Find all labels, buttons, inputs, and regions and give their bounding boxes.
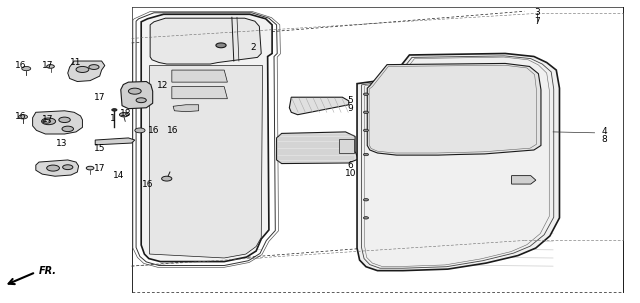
Text: 12: 12 <box>157 81 168 90</box>
Polygon shape <box>276 132 358 164</box>
Text: 15: 15 <box>94 144 106 153</box>
Circle shape <box>42 118 56 125</box>
Polygon shape <box>95 138 135 145</box>
Polygon shape <box>150 65 262 258</box>
Circle shape <box>22 66 31 71</box>
Circle shape <box>112 109 117 111</box>
Circle shape <box>364 217 369 219</box>
Circle shape <box>47 65 54 68</box>
Circle shape <box>47 165 60 171</box>
Text: 17: 17 <box>42 61 54 70</box>
Circle shape <box>120 113 129 117</box>
Text: 17: 17 <box>42 115 54 124</box>
Circle shape <box>364 198 369 201</box>
Text: 9: 9 <box>348 104 353 113</box>
Text: 17: 17 <box>94 164 106 173</box>
Circle shape <box>136 98 147 103</box>
Text: 14: 14 <box>113 171 125 180</box>
Polygon shape <box>173 105 198 112</box>
Polygon shape <box>172 87 227 99</box>
Text: 18: 18 <box>120 109 132 118</box>
Text: 16: 16 <box>148 126 160 135</box>
Polygon shape <box>511 176 536 184</box>
Circle shape <box>364 93 369 95</box>
Text: 8: 8 <box>602 135 607 144</box>
Text: 3: 3 <box>534 8 540 17</box>
Text: 13: 13 <box>56 139 67 148</box>
Circle shape <box>364 153 369 156</box>
Text: 16: 16 <box>15 112 27 121</box>
Text: 5: 5 <box>348 96 353 105</box>
Circle shape <box>43 119 51 123</box>
Circle shape <box>86 166 94 170</box>
Text: 17: 17 <box>94 93 106 102</box>
Polygon shape <box>172 70 227 82</box>
Polygon shape <box>121 82 153 109</box>
Circle shape <box>19 115 28 119</box>
Circle shape <box>76 66 89 72</box>
Circle shape <box>364 111 369 114</box>
Polygon shape <box>33 111 83 134</box>
Text: 10: 10 <box>345 169 356 178</box>
Circle shape <box>162 176 172 181</box>
Circle shape <box>129 88 141 94</box>
Text: 7: 7 <box>534 17 540 26</box>
Text: 4: 4 <box>602 127 607 136</box>
Circle shape <box>63 165 73 170</box>
Text: 6: 6 <box>348 161 353 170</box>
Polygon shape <box>36 160 79 176</box>
Circle shape <box>364 129 369 132</box>
Text: 16: 16 <box>15 61 27 70</box>
Circle shape <box>135 128 145 133</box>
Polygon shape <box>68 61 105 82</box>
Circle shape <box>59 117 70 122</box>
Polygon shape <box>339 139 354 153</box>
Polygon shape <box>367 63 541 155</box>
Text: 11: 11 <box>70 58 81 67</box>
Text: 16: 16 <box>142 180 154 189</box>
Text: 16: 16 <box>168 126 179 135</box>
Text: 2: 2 <box>250 43 256 52</box>
Polygon shape <box>141 14 272 261</box>
Polygon shape <box>150 18 261 64</box>
Text: FR.: FR. <box>39 266 57 276</box>
Circle shape <box>89 65 99 69</box>
Circle shape <box>216 43 226 48</box>
Polygon shape <box>357 53 559 271</box>
Text: 1: 1 <box>109 114 115 123</box>
Polygon shape <box>289 97 349 115</box>
Circle shape <box>62 126 74 132</box>
